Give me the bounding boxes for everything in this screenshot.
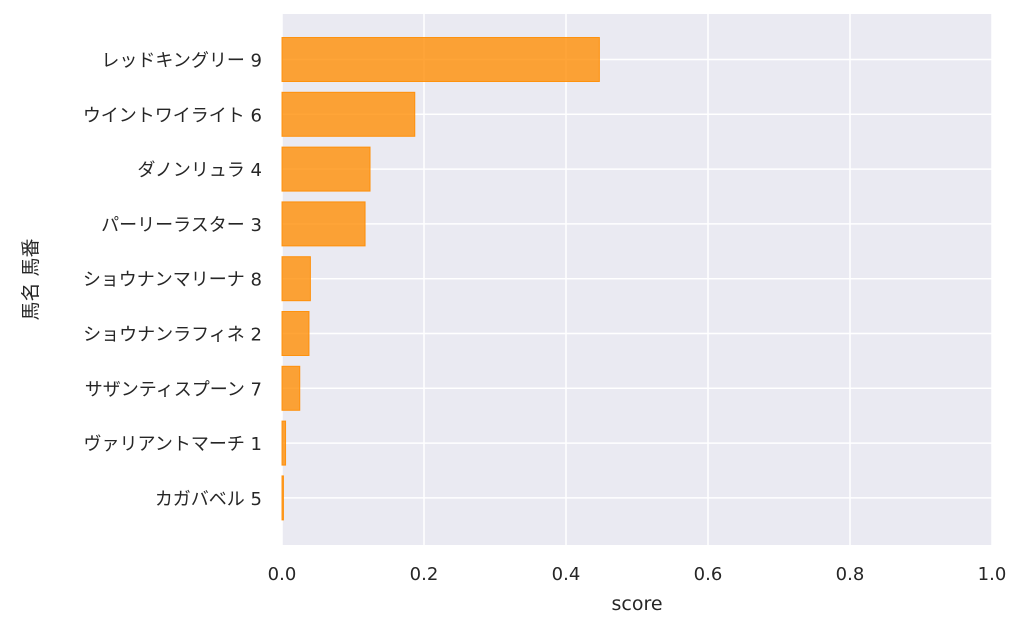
bar: [281, 256, 311, 302]
x-tick-labels: 0.0 0.2 0.4 0.6 0.8 1.0: [268, 564, 1007, 585]
y-tick-label: サザンティスプーン 7: [85, 379, 262, 400]
y-tick-label: ヴァリアントマーチ 1: [84, 434, 262, 455]
y-tick-labels: レッドキングリー 9 ウイントワイライト 6 ダノンリュラ 4 パーリーラスター 3 シ…: [83, 51, 262, 510]
y-tick-label: ショウナンラフィネ 2: [83, 325, 262, 346]
y-tick-label: パーリーラスター 3: [101, 215, 262, 236]
bar: [281, 420, 287, 466]
bar: [281, 475, 284, 521]
x-tick-label: 0.8: [836, 564, 865, 585]
bars: [281, 37, 600, 521]
y-tick-label: レッドキングリー 9: [101, 51, 262, 72]
y-tick-label: ウイントワイライト 6: [83, 105, 262, 126]
y-tick-label: ショウナンマリーナ 8: [83, 270, 262, 291]
x-tick-label: 1.0: [978, 564, 1007, 585]
x-tick-label: 0.0: [268, 564, 297, 585]
y-axis-label: 馬名 馬番: [20, 238, 42, 320]
x-tick-label: 0.6: [694, 564, 723, 585]
bar: [281, 91, 416, 137]
bar: [281, 146, 371, 192]
bar: [281, 365, 301, 411]
y-tick-label: カガバベル 5: [155, 489, 262, 510]
x-tick-label: 0.4: [552, 564, 581, 585]
x-axis-label: score: [611, 593, 662, 615]
bar: [281, 201, 366, 247]
bar: [281, 311, 310, 356]
y-tick-label: ダノンリュラ 4: [137, 160, 262, 181]
bar: [281, 37, 600, 82]
x-tick-label: 0.2: [410, 564, 439, 585]
